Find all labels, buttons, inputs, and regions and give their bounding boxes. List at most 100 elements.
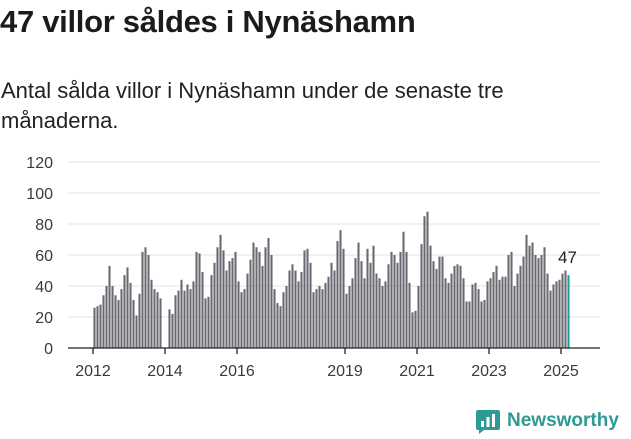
bar — [294, 270, 297, 348]
bar — [420, 244, 423, 348]
bar — [378, 278, 381, 348]
brand-name: Newsworthy — [507, 410, 619, 431]
bar — [132, 299, 135, 348]
bar — [342, 248, 345, 348]
bar — [249, 259, 252, 348]
last-value-label: 47 — [558, 248, 577, 267]
bar — [186, 284, 189, 348]
annotations: 47 — [558, 248, 577, 267]
bar — [204, 298, 207, 348]
bar — [318, 286, 321, 348]
bar — [180, 279, 183, 348]
bar — [117, 299, 120, 348]
bar — [348, 286, 351, 348]
bar — [114, 295, 117, 348]
bar — [321, 289, 324, 348]
bar — [177, 290, 180, 348]
y-tick-label: 40 — [35, 279, 53, 296]
bar — [501, 276, 504, 348]
bar — [306, 248, 309, 348]
x-axis-ticks: 2012 2014 2016 2019 2021 2023 2025 — [75, 348, 579, 380]
bar — [141, 251, 144, 348]
y-axis-ticks: 0 20 40 60 80 100 120 — [26, 155, 53, 358]
bar — [99, 304, 102, 348]
bar — [189, 289, 192, 348]
bar — [123, 275, 126, 348]
bar — [387, 264, 390, 348]
bar — [465, 301, 468, 348]
bar — [312, 292, 315, 348]
bar — [96, 306, 99, 348]
bar — [168, 309, 171, 348]
bar — [552, 284, 555, 348]
y-tick-label: 0 — [44, 341, 53, 358]
bar — [519, 265, 522, 348]
bar — [432, 261, 435, 348]
bar — [468, 301, 471, 348]
y-tick-label: 80 — [35, 217, 53, 234]
bar — [444, 278, 447, 348]
bar — [93, 307, 96, 348]
bar — [129, 282, 132, 348]
bar — [138, 293, 141, 348]
x-tick-label: 2014 — [147, 363, 183, 380]
x-tick-label: 2021 — [399, 363, 435, 380]
bar — [504, 276, 507, 348]
bar — [462, 278, 465, 348]
bar — [549, 290, 552, 348]
brand-logo: Newsworthy — [475, 408, 619, 434]
y-tick-label: 20 — [35, 310, 53, 327]
bar — [426, 211, 429, 348]
y-tick-label: 60 — [35, 248, 53, 265]
bar — [258, 251, 261, 348]
bar — [273, 289, 276, 348]
bar — [288, 270, 291, 348]
bar — [102, 295, 105, 348]
bar — [411, 312, 414, 348]
bar — [156, 292, 159, 348]
bar — [108, 265, 111, 348]
bar — [360, 261, 363, 348]
bar — [489, 278, 492, 348]
y-tick-label: 120 — [26, 155, 53, 172]
bar — [450, 273, 453, 348]
bar — [423, 216, 426, 348]
bar — [351, 278, 354, 348]
bar — [405, 251, 408, 348]
bar — [339, 230, 342, 348]
bar — [207, 296, 210, 348]
bar — [246, 273, 249, 348]
bar — [477, 289, 480, 348]
bar — [540, 255, 543, 348]
bar — [366, 248, 369, 348]
bar — [414, 310, 417, 348]
bar — [459, 265, 462, 348]
x-tick-label: 2019 — [327, 363, 363, 380]
bars — [93, 211, 570, 348]
bar — [354, 258, 357, 348]
bar — [171, 313, 174, 348]
bar — [402, 231, 405, 348]
bar — [213, 262, 216, 348]
bar — [555, 281, 558, 348]
bar — [408, 282, 411, 348]
bar — [381, 286, 384, 348]
bar — [510, 251, 513, 348]
bar — [147, 255, 150, 348]
bar — [105, 286, 108, 348]
bar — [291, 264, 294, 348]
bar — [285, 286, 288, 348]
bar — [201, 272, 204, 348]
bar — [534, 255, 537, 348]
bar — [174, 295, 177, 348]
y-tick-label: 100 — [26, 186, 53, 203]
bar — [399, 251, 402, 348]
bar — [219, 234, 222, 348]
bar — [225, 270, 228, 348]
bar — [456, 264, 459, 348]
bar — [495, 265, 498, 348]
bar — [528, 245, 531, 348]
bar — [276, 303, 279, 348]
bar — [486, 281, 489, 348]
bar — [210, 275, 213, 348]
